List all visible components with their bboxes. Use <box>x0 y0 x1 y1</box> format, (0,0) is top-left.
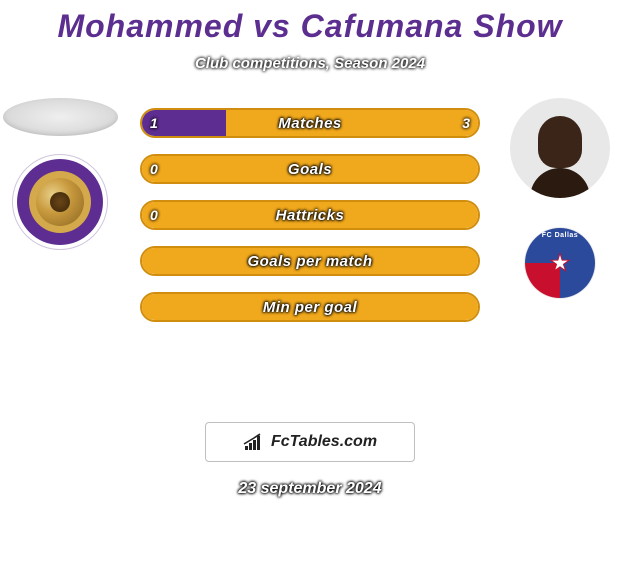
stat-value-left: 0 <box>150 200 158 230</box>
stats-card: Mohammed vs Cafumana Show Club competiti… <box>0 0 620 498</box>
fcdallas-bottom <box>525 263 595 298</box>
stat-label: Goals per match <box>140 246 480 276</box>
player-right-shoulders <box>530 168 590 198</box>
date-label: 23 september 2024 <box>0 480 620 498</box>
stat-row: Hattricks0 <box>140 200 480 230</box>
stat-row: Min per goal <box>140 292 480 322</box>
club-logo-left <box>12 154 108 250</box>
fcdallas-text: FC Dallas <box>525 232 595 239</box>
stat-label: Matches <box>140 108 480 138</box>
watermark-text: FcTables.com <box>271 433 377 451</box>
page-title: Mohammed vs Cafumana Show <box>0 8 620 45</box>
stat-label: Min per goal <box>140 292 480 322</box>
stat-value-left: 0 <box>150 154 158 184</box>
stat-row: Goals per match <box>140 246 480 276</box>
player-right-photo <box>510 98 610 198</box>
stat-label: Hattricks <box>140 200 480 230</box>
player-left-column <box>0 98 120 250</box>
player-right-head <box>538 116 582 168</box>
content-area: FC Dallas Matches13Goals0Hattricks0Goals… <box>0 108 620 408</box>
watermark-badge: FcTables.com <box>205 422 415 462</box>
stat-row: Matches1 3 <box>140 108 480 138</box>
stat-value-right: 3 <box>462 108 470 138</box>
club-logo-right: FC Dallas <box>525 228 595 298</box>
chart-icon <box>243 433 265 451</box>
comparison-bars: Matches13Goals0Hattricks0Goals per match… <box>140 108 480 322</box>
player-right-column: FC Dallas <box>500 98 620 298</box>
orlando-badge-outer <box>17 159 103 245</box>
stat-label: Goals <box>140 154 480 184</box>
player-left-photo-placeholder <box>3 98 118 136</box>
stat-row: Goals0 <box>140 154 480 184</box>
orlando-badge-inner <box>29 171 91 233</box>
page-subtitle: Club competitions, Season 2024 <box>0 55 620 72</box>
stat-value-left: 1 <box>150 108 158 138</box>
orlando-lion-icon <box>36 178 84 226</box>
